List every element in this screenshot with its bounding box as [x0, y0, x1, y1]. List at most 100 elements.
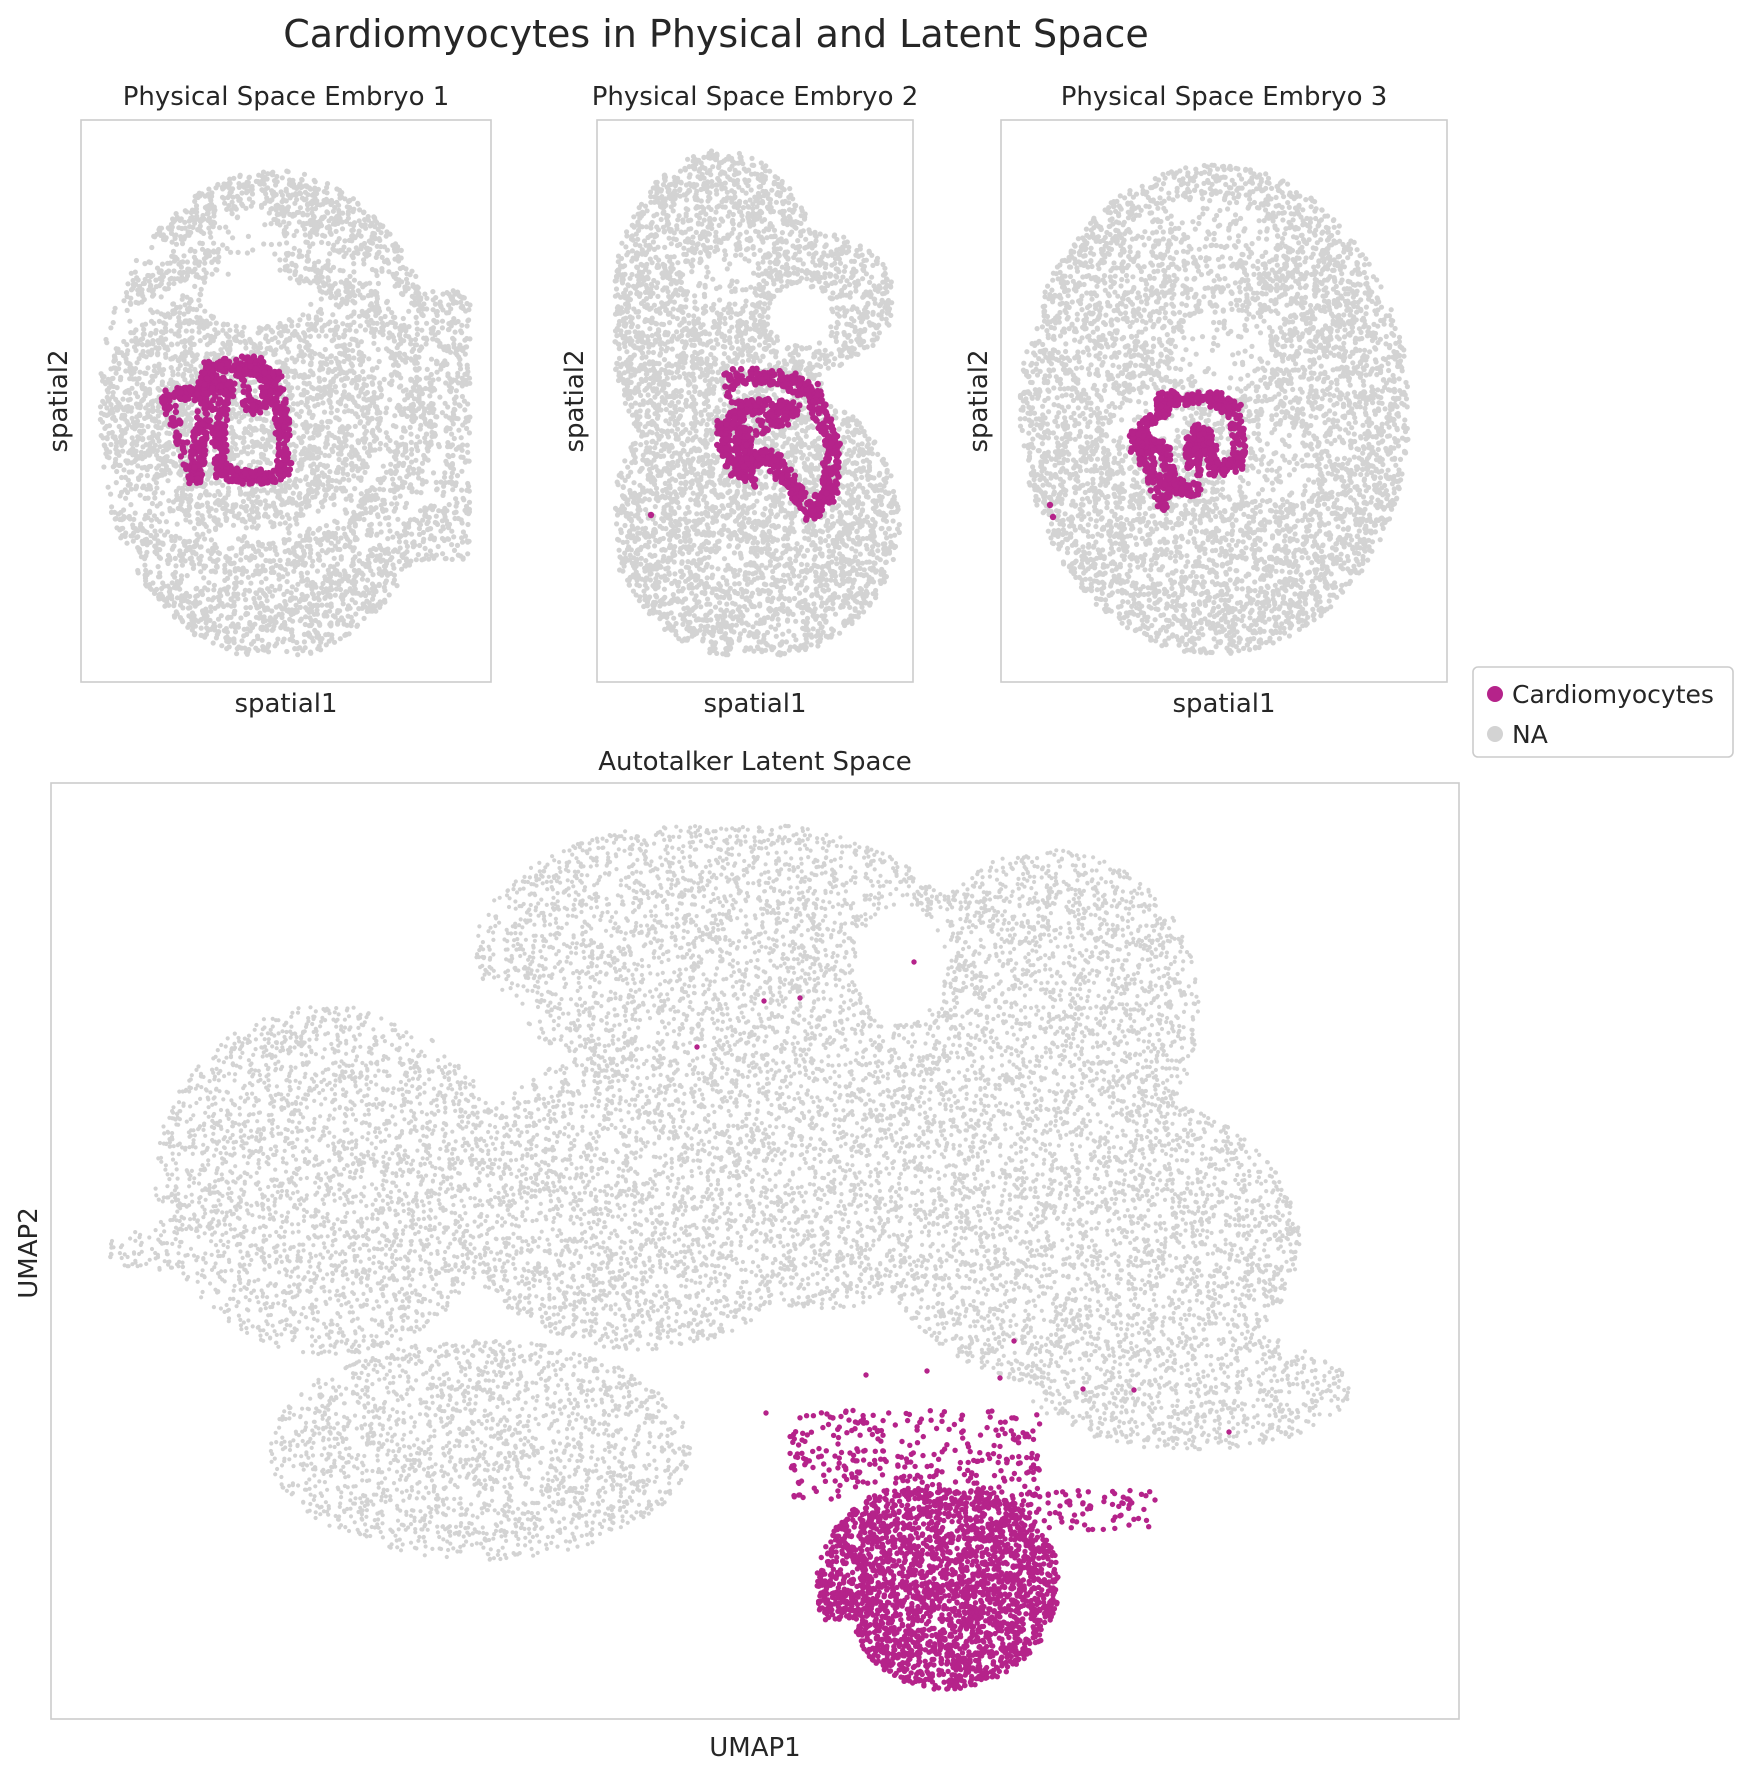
na-point [372, 487, 378, 493]
na-point [188, 215, 194, 221]
na-point [465, 511, 472, 517]
na-point [204, 204, 210, 210]
na-point [333, 228, 339, 234]
na-point [273, 513, 279, 519]
na-point [139, 538, 145, 544]
na-point [161, 320, 167, 326]
na-point [294, 191, 300, 198]
na-point [360, 510, 366, 517]
na-point [349, 597, 355, 603]
na-point [196, 329, 202, 335]
na-point [351, 370, 357, 376]
na-point [171, 280, 177, 287]
na-point [208, 537, 214, 543]
na-point [310, 468, 317, 474]
na-point [359, 223, 365, 229]
na-point [210, 222, 216, 228]
na-point [197, 240, 203, 246]
na-point [241, 534, 247, 540]
na-point [125, 408, 131, 414]
na-point [165, 478, 171, 484]
na-point [275, 203, 282, 209]
na-point [357, 357, 363, 363]
na-point [451, 510, 457, 516]
na-point [217, 589, 223, 596]
na-point [419, 481, 425, 487]
na-point [357, 323, 363, 329]
na-point [466, 483, 472, 489]
na-point [303, 605, 309, 611]
na-point [393, 351, 399, 357]
na-point [166, 281, 172, 287]
na-point [421, 536, 427, 542]
na-point [191, 632, 198, 638]
na-point [388, 382, 394, 388]
na-point [250, 516, 257, 522]
na-point [190, 565, 196, 572]
na-point [316, 333, 322, 339]
na-point [249, 439, 255, 445]
na-point [288, 596, 294, 602]
na-point [293, 587, 299, 593]
na-point [358, 339, 364, 345]
na-point [170, 544, 176, 551]
na-point [269, 617, 276, 623]
na-point [246, 462, 252, 469]
na-point [293, 370, 299, 376]
na-point [307, 186, 314, 192]
na-point [316, 446, 322, 452]
na-point [254, 506, 260, 512]
na-point [220, 186, 226, 192]
na-point [408, 439, 414, 445]
na-point [258, 579, 265, 585]
na-point [447, 349, 454, 355]
na-point [113, 456, 119, 462]
na-point [410, 346, 417, 352]
na-point [459, 535, 465, 541]
na-point [325, 240, 331, 247]
na-point [342, 327, 348, 334]
na-point [318, 296, 324, 302]
na-point [126, 469, 132, 475]
na-point [397, 493, 403, 499]
na-point [390, 481, 397, 487]
na-point [190, 622, 196, 628]
na-point [419, 391, 425, 397]
na-point [149, 401, 155, 407]
na-point [124, 540, 130, 546]
na-point [291, 374, 297, 380]
na-point [351, 300, 358, 306]
na-point [124, 342, 130, 348]
na-point [290, 560, 296, 566]
na-point [353, 590, 359, 596]
na-point [228, 207, 234, 213]
na-point [439, 325, 445, 331]
na-point [160, 540, 166, 546]
na-point [328, 379, 334, 385]
na-point [378, 316, 384, 322]
na-point [149, 350, 155, 356]
na-point [449, 542, 455, 548]
na-point [131, 458, 137, 465]
na-point [191, 208, 197, 215]
na-point [162, 325, 168, 331]
na-point [285, 349, 291, 355]
na-point [349, 253, 355, 259]
na-point [301, 456, 307, 462]
na-point [194, 307, 200, 313]
na-point [203, 254, 209, 260]
na-point [128, 486, 134, 492]
na-point [439, 518, 445, 524]
na-point [313, 316, 319, 322]
na-point [335, 525, 341, 531]
na-point [172, 555, 178, 562]
na-point [248, 184, 254, 190]
na-point [154, 485, 160, 491]
na-point [322, 233, 328, 239]
na-point [149, 523, 155, 529]
na-point [169, 224, 175, 230]
na-point [420, 529, 426, 536]
na-point [329, 586, 335, 593]
na-point [467, 414, 473, 420]
na-point [263, 191, 269, 197]
